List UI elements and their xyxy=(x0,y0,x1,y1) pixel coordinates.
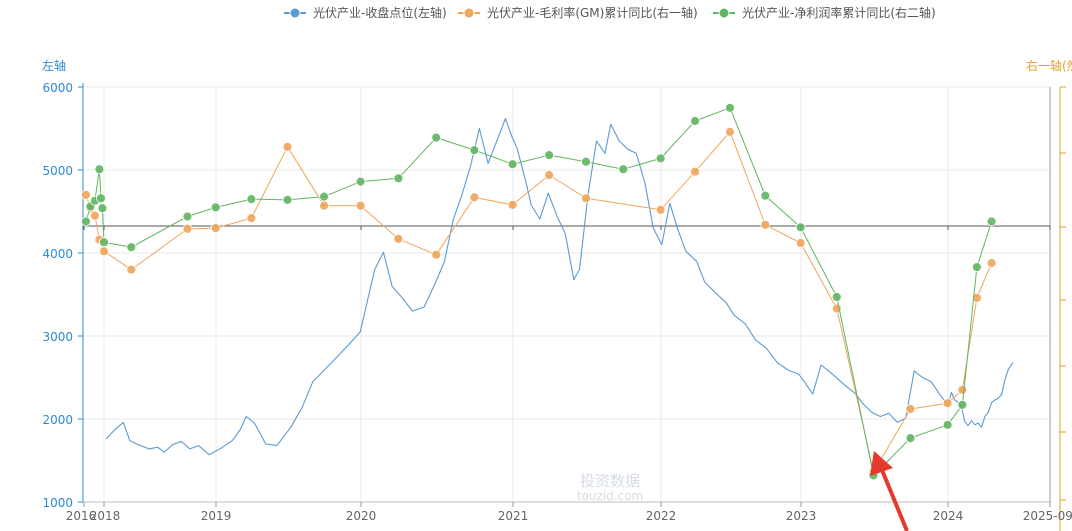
legend: 光伏产业-收盘点位(左轴) 光伏产业-毛利率(GM)累计同比(右一轴) 光伏产业… xyxy=(284,5,936,20)
data-point xyxy=(431,132,442,143)
x-tick-label: 2024 xyxy=(933,509,964,523)
y-tick-label: 2000 xyxy=(42,413,73,427)
series-2 xyxy=(81,102,997,481)
data-point xyxy=(986,216,997,227)
data-point xyxy=(618,164,629,175)
data-point xyxy=(282,141,293,152)
data-point xyxy=(431,249,442,260)
data-point xyxy=(319,200,330,211)
data-point xyxy=(469,192,480,203)
data-point xyxy=(99,237,109,248)
data-point xyxy=(182,223,193,234)
x-tick-label: 2021 xyxy=(498,509,529,523)
legend-item-net[interactable]: 光伏产业-净利润率累计同比(右二轴) xyxy=(713,5,936,20)
data-point xyxy=(905,404,916,414)
x-tick-label: 2020 xyxy=(346,509,377,523)
data-point xyxy=(760,190,771,201)
data-point xyxy=(581,193,591,204)
data-point xyxy=(355,200,366,211)
data-point xyxy=(972,292,982,303)
data-point xyxy=(94,164,105,175)
data-point xyxy=(282,194,293,205)
data-point xyxy=(507,199,518,210)
x-tick-label: 2025-09- xyxy=(1023,509,1072,523)
series-0 xyxy=(105,117,1014,456)
data-point xyxy=(725,102,735,113)
legend-item-close[interactable]: 光伏产业-收盘点位(左轴) xyxy=(284,5,447,20)
red-arrow-annotation xyxy=(870,451,909,531)
y-tick-label: 6000 xyxy=(42,81,73,95)
data-point xyxy=(905,433,916,444)
data-point xyxy=(81,189,91,200)
data-point xyxy=(957,399,968,410)
data-point xyxy=(942,398,953,409)
data-point xyxy=(393,233,404,244)
x-tick-label: 2022 xyxy=(646,509,677,523)
data-point xyxy=(90,210,100,221)
data-point xyxy=(182,211,193,222)
data-point xyxy=(795,238,806,248)
left-axis-title: 左轴 xyxy=(42,58,66,73)
data-point xyxy=(126,264,137,275)
data-point xyxy=(99,246,109,257)
data-point xyxy=(957,384,968,395)
data-point xyxy=(507,159,518,170)
data-point xyxy=(246,194,257,205)
data-point xyxy=(319,191,330,202)
data-point xyxy=(986,258,997,268)
data-point xyxy=(81,216,91,227)
watermark-line-1: 投资数据 xyxy=(580,472,640,490)
data-point xyxy=(690,166,700,177)
y-tick-label: 5000 xyxy=(42,164,73,178)
data-point xyxy=(97,203,108,214)
y-tick-label: 4000 xyxy=(42,247,73,261)
x-tick-label: 2019 xyxy=(201,509,232,523)
right-axis-title: 右一轴(然 xyxy=(1026,58,1072,73)
data-point xyxy=(725,126,735,137)
watermark: 投资数据 touzid.com xyxy=(577,472,643,503)
data-point xyxy=(210,223,221,234)
data-point xyxy=(831,292,842,302)
legend-label-net: 光伏产业-净利润率累计同比(右二轴) xyxy=(742,5,936,20)
data-point xyxy=(760,219,771,230)
y-tick-label: 1000 xyxy=(42,496,73,510)
legend-label-gm: 光伏产业-毛利率(GM)累计同比(右一轴) xyxy=(487,5,698,20)
data-point xyxy=(655,204,666,215)
data-point xyxy=(655,153,666,164)
data-point xyxy=(210,202,221,213)
x-tick-label: 2018 xyxy=(90,509,121,523)
series-1 xyxy=(81,126,997,478)
data-point xyxy=(544,170,554,180)
series-line-2 xyxy=(85,107,993,476)
data-point xyxy=(581,156,591,167)
legend-label-close: 光伏产业-收盘点位(左轴) xyxy=(313,5,447,20)
data-point xyxy=(469,145,480,156)
data-point xyxy=(544,150,554,161)
data-point xyxy=(126,242,137,253)
data-point xyxy=(795,222,806,233)
data-point xyxy=(942,419,953,430)
series-line-0 xyxy=(105,117,1014,456)
x-tick-label: 2016 xyxy=(66,509,97,523)
x-tick-label: 2023 xyxy=(786,509,817,523)
series-layer xyxy=(81,102,1014,481)
series-line-1 xyxy=(85,131,993,473)
watermark-line-2: touzid.com xyxy=(577,489,643,503)
data-point xyxy=(96,193,106,204)
data-point xyxy=(355,176,366,187)
data-point xyxy=(690,116,700,126)
legend-item-gm[interactable]: 光伏产业-毛利率(GM)累计同比(右一轴) xyxy=(458,5,698,20)
y-tick-label: 3000 xyxy=(42,330,73,344)
grid-lines xyxy=(83,86,1050,503)
data-point xyxy=(393,173,404,184)
data-point xyxy=(972,262,982,273)
data-point xyxy=(246,213,257,224)
